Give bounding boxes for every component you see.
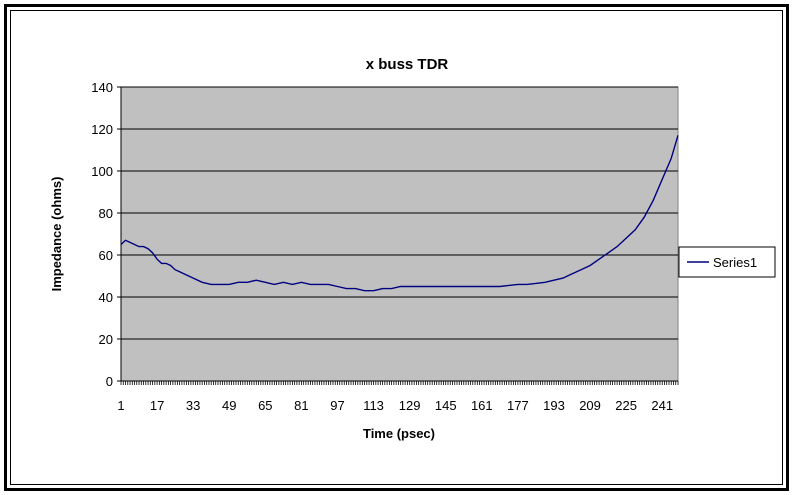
x-tick-label-81: 81 (294, 398, 308, 413)
y-tick-label-0: 0 (106, 374, 113, 389)
legend: Series1 (678, 246, 776, 278)
x-axis-ticks: 1 17 33 49 65 81 97 113 129 145 161 177 193 209 225 241 (117, 381, 679, 413)
chart-frame: x buss TDR 0 20 40 60 80 100 120 140 1 17 33 49 65 8… (4, 4, 789, 491)
y-tick-label-20: 20 (99, 332, 113, 347)
series1-line (120, 135, 679, 292)
chart-title: x buss TDR (366, 56, 449, 73)
x-tick-label-209: 209 (579, 398, 601, 413)
x-tick-label-129: 129 (399, 398, 421, 413)
y-tick-label-140: 140 (91, 80, 113, 95)
x-tick-label-177: 177 (507, 398, 529, 413)
x-tick-label-145: 145 (435, 398, 457, 413)
chart-svg: x buss TDR 0 20 40 60 80 100 120 140 1 17 33 49 65 8… (49, 56, 776, 441)
y-tick-label-80: 80 (99, 206, 113, 221)
x-tick-label-241: 241 (651, 398, 673, 413)
x-tick-label-97: 97 (330, 398, 344, 413)
plot-area (120, 86, 679, 382)
gridlines (121, 86, 678, 340)
y-tick-label-60: 60 (99, 248, 113, 263)
x-tick-label-65: 65 (258, 398, 272, 413)
x-tick-label-17: 17 (150, 398, 164, 413)
x-tick-label-193: 193 (543, 398, 565, 413)
x-tick-label-49: 49 (222, 398, 236, 413)
x-tick-label-1: 1 (117, 398, 124, 413)
legend-label: Series1 (713, 255, 757, 270)
x-tick-label-113: 113 (363, 398, 384, 413)
y-axis-ticks: 0 20 40 60 80 100 120 140 (91, 80, 121, 389)
y-tick-label-100: 100 (91, 164, 113, 179)
y-tick-label-120: 120 (91, 122, 113, 137)
x-tick-label-225: 225 (615, 398, 637, 413)
x-tick-label-161: 161 (471, 398, 493, 413)
x-axis-label: Time (psec) (363, 426, 435, 441)
x-tick-label-33: 33 (186, 398, 200, 413)
y-axis-label: Impedance (ohms) (49, 177, 64, 292)
y-tick-label-40: 40 (99, 290, 113, 305)
